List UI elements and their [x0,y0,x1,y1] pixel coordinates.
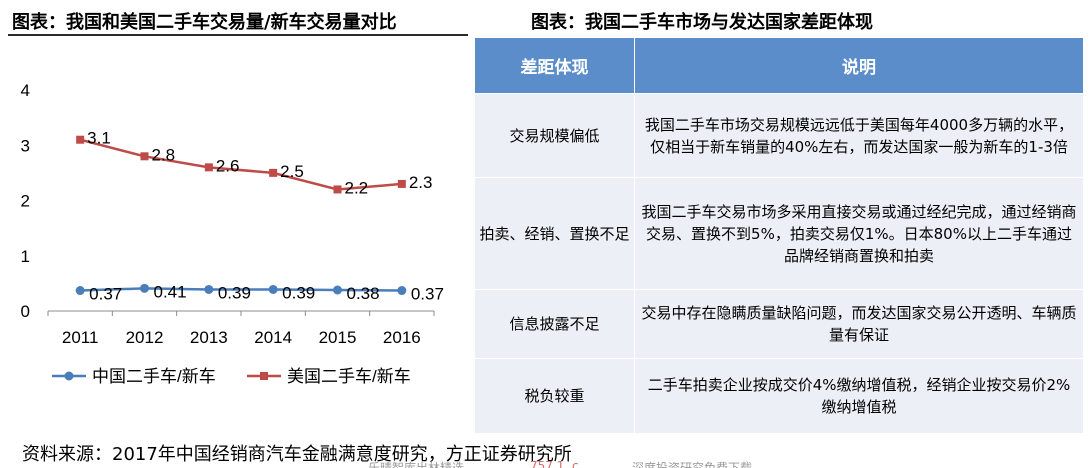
y-tick-label: 0 [21,302,30,321]
cell-description: 交易中存在隐瞒质量缺陷问题，而发达国家交易公开透明、车辆质量有保证 [634,289,1084,359]
table-row: 拍卖、经销、置换不足 我国二手车交易市场多采用直接交易或通过经纪完成，通过经销商… [474,177,1084,290]
y-tick-label: 1 [21,247,30,266]
data-label: 2.5 [280,162,304,181]
series-line [80,287,402,292]
data-point [333,185,342,194]
cell-description: 我国二手车交易市场多采用直接交易或通过经纪完成，通过经销商交易、置换不到5%，拍… [634,177,1084,290]
data-point [269,168,278,177]
cell-item: 拍卖、经销、置换不足 [474,177,635,290]
x-tick-label: 2014 [254,328,292,347]
data-point [76,135,85,144]
data-point [204,284,214,294]
data-label: 3.1 [87,129,111,148]
gap-table: 差距体现 说明 交易规模偏低 我国二手车市场交易规模远远低于美国每年4000多万… [474,37,1084,434]
x-tick-label: 2013 [190,328,228,347]
data-label: 2.2 [345,178,369,197]
header-gap: 差距体现 [474,37,635,94]
cell-item: 税负较重 [474,358,635,434]
table-row: 税负较重 二手车拍卖企业按成交价4%缴纳增值税，经销企业按交易价2%缴纳增值税 [474,358,1084,434]
data-point [75,286,85,296]
source-note: 资料来源：2017年中国经销商汽车金融满意度研究，方正证券研究所 [22,444,572,465]
data-point [140,283,149,293]
data-label: 0.38 [347,284,380,303]
x-tick-label: 2012 [126,328,164,347]
title-underline [8,34,468,36]
legend-marker [260,372,268,380]
data-point [397,179,406,188]
cell-item: 交易规模偏低 [474,93,635,178]
legend-label: 美国二手车/新车 [287,367,411,386]
data-point [268,284,278,294]
y-tick-label: 4 [21,81,30,100]
cell-description: 我国二手车市场交易规模远远低于美国每年4000多万辆的水平，仅相当于新车销量的4… [634,93,1084,178]
x-tick-label: 2016 [383,328,421,347]
y-tick-label: 2 [21,192,30,211]
line-chart: 0 1 2 3 4 2011 2012 2013 2014 2015 2016 0.37 0.41 0.3… [21,81,444,386]
watermark-text: 深度投资研究免费下载 [632,461,753,468]
y-tick-label: 3 [21,136,30,155]
data-point [397,286,407,296]
legend-marker [64,371,74,381]
data-label: 0.39 [218,283,251,302]
cell-item: 信息披露不足 [474,289,635,359]
watermark-text: 乐晴智库出林精选 [368,461,465,468]
watermark-text: 757 1 .c [530,459,579,468]
data-label: 2.8 [152,145,176,164]
data-point [140,152,149,161]
table-header-row: 差距体现 说明 [474,37,1084,94]
data-label: 0.37 [411,285,444,304]
table-row: 交易规模偏低 我国二手车市场交易规模远远低于美国每年4000多万辆的水平，仅相当… [474,93,1084,178]
data-label: 0.41 [154,282,187,301]
header-description: 说明 [634,37,1084,94]
data-label: 2.3 [409,173,433,192]
data-label: 2.6 [216,156,240,175]
series-line [79,138,402,191]
data-label: 0.37 [89,285,122,304]
data-point [333,285,342,295]
table-row: 信息披露不足 交易中存在隐瞒质量缺陷问题，而发达国家交易公开透明、车辆质量有保证 [474,289,1084,359]
data-label: 0.39 [282,283,315,302]
legend-label: 中国二手车/新车 [92,367,216,386]
x-tick-label: 2011 [62,328,99,347]
table-title: 图表：我国二手车市场与发达国家差距体现 [531,12,873,33]
x-tick-label: 2015 [319,328,357,347]
data-point [204,163,213,172]
chart-title: 图表：我国和美国二手车交易量/新车交易量对比 [12,12,397,33]
cell-description: 二手车拍卖企业按成交价4%缴纳增值税，经销企业按交易价2%缴纳增值税 [634,358,1084,434]
